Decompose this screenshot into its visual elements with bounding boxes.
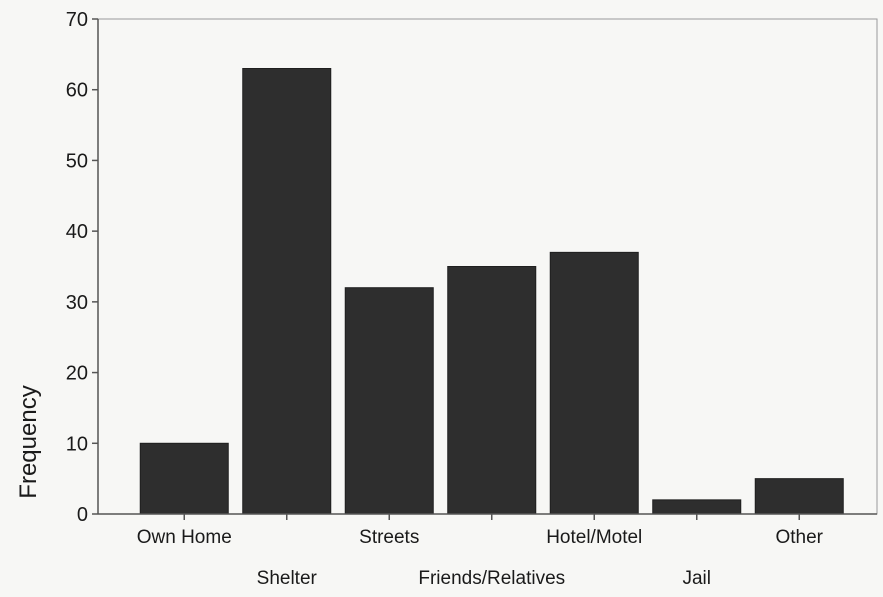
bar xyxy=(344,287,434,515)
bar xyxy=(447,266,537,515)
y-tick-label: 20 xyxy=(66,363,88,385)
bars-group xyxy=(139,68,844,515)
bar xyxy=(549,251,639,515)
bar xyxy=(242,68,332,515)
y-tick-label: 40 xyxy=(66,221,88,243)
y-tick-label: 0 xyxy=(77,504,88,526)
y-tick-label: 10 xyxy=(66,433,88,455)
bar xyxy=(139,442,229,515)
x-tick-label: Other xyxy=(775,527,823,548)
bar xyxy=(754,478,844,515)
y-axis: 0 10 20 30 40 50 60 70 xyxy=(66,9,99,526)
x-tick-label: Jail xyxy=(682,568,711,589)
x-axis: Own Home Shelter Streets Friends/Relatives H… xyxy=(98,513,877,589)
y-tick-label: 70 xyxy=(66,9,88,31)
x-tick-label: Shelter xyxy=(257,568,318,589)
x-tick-label: Hotel/Motel xyxy=(546,527,642,548)
x-tick-label: Own Home xyxy=(137,527,232,548)
y-axis-label: Frequency xyxy=(15,385,42,498)
y-tick-label: 30 xyxy=(66,292,88,314)
x-tick-label: Streets xyxy=(359,527,419,548)
y-tick-label: 50 xyxy=(66,150,88,172)
x-tick-label: Friends/Relatives xyxy=(418,568,565,589)
bar xyxy=(652,499,742,515)
y-tick-label: 60 xyxy=(66,80,88,102)
